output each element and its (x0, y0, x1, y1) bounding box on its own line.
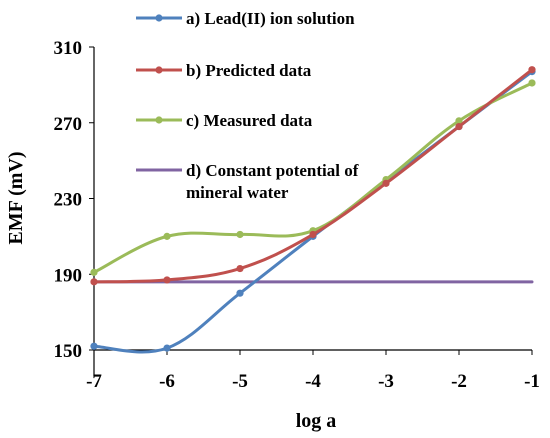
x-tick-label: -4 (305, 371, 321, 392)
legend-label: a) Lead(II) ion solution (186, 9, 355, 28)
legend-item-1: a) Lead(II) ion solution (136, 9, 355, 28)
x-tick-label: -3 (378, 371, 394, 392)
legend-swatch-marker (155, 14, 163, 22)
legend-item-4: d) Constant potential of mineral water (136, 161, 359, 202)
series-3-point (528, 79, 536, 87)
series-1-point (163, 344, 171, 352)
series-1-point (236, 289, 244, 297)
series-1-point (90, 342, 98, 350)
series-2 (90, 66, 536, 286)
legend-label: mineral water (186, 183, 289, 202)
y-tick-label: 150 (54, 341, 83, 362)
series-2-point (236, 264, 244, 273)
series-1 (90, 68, 536, 354)
y-axis-label: EMF (mV) (5, 151, 27, 244)
series-2-point (309, 230, 317, 239)
series-3-point (236, 230, 244, 239)
series-2-point (163, 276, 171, 284)
legend-label: b) Predicted data (186, 61, 312, 80)
series-3-point (90, 268, 98, 276)
legend-label: c) Measured data (186, 111, 313, 130)
x-tick-label: -1 (524, 371, 540, 392)
legend-item-3: c) Measured data (136, 111, 313, 130)
legend-item-2: b) Predicted data (136, 61, 312, 80)
axes: 150 190 230 270 310 -7 -6 -5 -4 -3 -2 -1 (54, 38, 540, 392)
series-3-point (163, 232, 171, 240)
series-2-point (455, 122, 463, 131)
legend-label: d) Constant potential of (186, 161, 359, 180)
series-layer (90, 66, 536, 354)
series-1-line (92, 70, 534, 354)
x-axis-label: log a (296, 410, 337, 432)
y-tick-label: 190 (54, 265, 83, 286)
x-tick-label: -7 (86, 371, 102, 392)
legend-swatch-marker (155, 66, 163, 74)
series-2-point (528, 66, 536, 74)
series-2-point (90, 278, 98, 286)
y-tick-label: 230 (54, 190, 83, 211)
x-tick-label: -6 (159, 371, 175, 392)
legend: a) Lead(II) ion solution b) Predicted dat… (136, 9, 359, 202)
series-2-point (382, 179, 390, 187)
x-tick-label: -2 (451, 371, 467, 392)
series-3-point (455, 117, 463, 125)
y-tick-label: 310 (54, 38, 83, 59)
y-tick-label: 270 (54, 114, 83, 135)
x-tick-label: -5 (232, 371, 248, 392)
legend-swatch-marker (155, 116, 163, 124)
